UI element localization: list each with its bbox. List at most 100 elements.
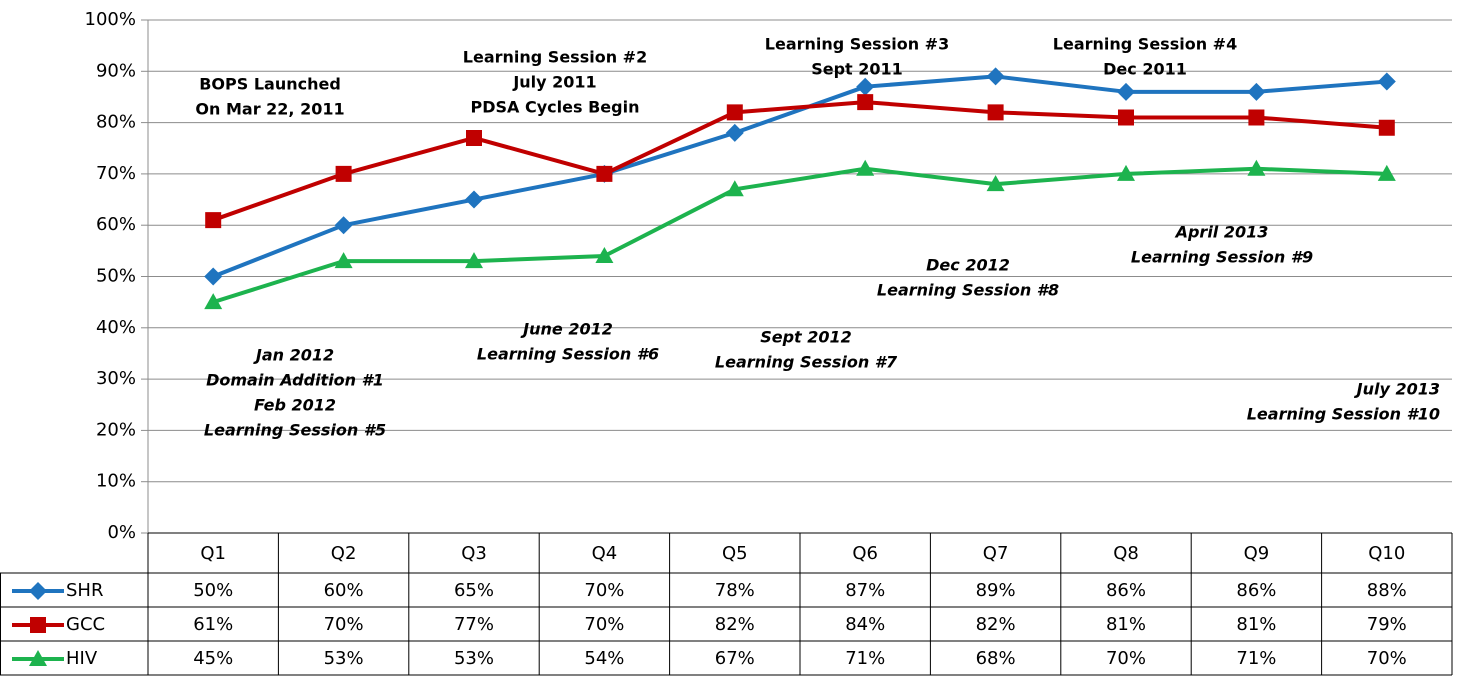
- table-cell: 78%: [715, 580, 755, 601]
- table-cell: 82%: [715, 614, 755, 635]
- x-tick-label: Q4: [592, 543, 618, 564]
- annotation: Jan 2012: [253, 346, 334, 365]
- table-cell: 60%: [324, 580, 364, 601]
- table-cell: 50%: [193, 580, 233, 601]
- table-cell: 84%: [845, 614, 885, 635]
- point-marker: [334, 252, 353, 269]
- legend-marker: [29, 582, 47, 600]
- annotation: Domain Addition #1: [206, 371, 384, 390]
- table-cell: 53%: [454, 648, 494, 669]
- table-cell: 54%: [584, 648, 624, 669]
- point-marker: [1247, 82, 1266, 101]
- point-marker: [465, 252, 483, 269]
- point-marker: [1248, 109, 1265, 126]
- table-cell: 81%: [1236, 614, 1276, 635]
- table-cell: 86%: [1106, 580, 1146, 601]
- x-tick-label: Q7: [983, 543, 1009, 564]
- annotation: Feb 2012: [254, 396, 336, 415]
- annotation: July 2011: [512, 73, 596, 92]
- point-marker: [466, 129, 482, 146]
- table-cell: 70%: [584, 614, 624, 635]
- y-tick-label: 0%: [107, 522, 136, 543]
- point-marker: [595, 246, 614, 263]
- annotation: Learning Session #6: [477, 345, 659, 364]
- table-cell: 45%: [193, 648, 233, 669]
- y-tick-label: 80%: [96, 112, 136, 133]
- point-marker: [596, 165, 613, 182]
- x-tick-label: Q10: [1368, 543, 1405, 564]
- table-cell: 81%: [1106, 614, 1146, 635]
- point-marker: [725, 180, 744, 197]
- point-marker: [205, 212, 222, 229]
- table-cell: 82%: [976, 614, 1016, 635]
- point-marker: [986, 67, 1005, 86]
- annotation: Learning Session #10: [1247, 405, 1440, 424]
- y-tick-label: 50%: [96, 266, 136, 287]
- table-cell: 70%: [1367, 648, 1407, 669]
- point-marker: [1117, 82, 1135, 101]
- x-tick-label: Q1: [200, 543, 226, 564]
- annotation: July 2013: [1354, 380, 1440, 399]
- point-marker: [334, 216, 353, 235]
- annotation: Dec 2012: [926, 256, 1010, 275]
- annotation: PDSA Cycles Begin: [471, 98, 640, 117]
- series-line: [212, 74, 1387, 279]
- table-cell: 70%: [1106, 648, 1146, 669]
- annotation: Sept 2012: [760, 328, 852, 347]
- legend-marker: [29, 650, 47, 666]
- point-marker: [857, 94, 874, 111]
- annotation: Learning Session #5: [204, 421, 386, 440]
- point-marker: [987, 104, 1004, 121]
- legend-marker: [30, 617, 46, 633]
- y-tick-label: 70%: [96, 163, 136, 184]
- x-tick-label: Q9: [1244, 543, 1270, 564]
- x-tick-label: Q2: [331, 543, 357, 564]
- table-cell: 89%: [976, 580, 1016, 601]
- x-tick-label: Q8: [1113, 543, 1139, 564]
- y-tick-label: 60%: [96, 214, 136, 235]
- point-marker: [204, 267, 223, 286]
- table-cell: 88%: [1367, 580, 1407, 601]
- legend-label: SHR: [66, 580, 103, 601]
- y-tick-label: 90%: [96, 60, 136, 81]
- point-marker: [1377, 164, 1396, 181]
- x-tick-label: Q5: [722, 543, 748, 564]
- table-cell: 61%: [193, 614, 233, 635]
- annotation: Learning Session #8: [877, 281, 1059, 300]
- y-tick-label: 30%: [96, 368, 136, 389]
- y-tick-label: 40%: [96, 317, 136, 338]
- annotation: Learning Session #3: [765, 35, 949, 54]
- series-line: [212, 100, 1387, 222]
- annotation: Dec 2011: [1103, 60, 1187, 79]
- table-cell: 70%: [324, 614, 364, 635]
- annotation: Learning Session #2: [463, 48, 647, 67]
- legend-label: GCC: [66, 614, 105, 635]
- point-marker: [1247, 159, 1266, 176]
- point-marker: [1117, 164, 1135, 181]
- y-tick-label: 20%: [96, 419, 136, 440]
- point-marker: [1377, 72, 1396, 91]
- point-marker: [1378, 119, 1395, 136]
- table-cell: 65%: [454, 580, 494, 601]
- annotation: Learning Session #9: [1131, 248, 1313, 267]
- point-marker: [465, 190, 483, 209]
- series-line: [212, 166, 1387, 305]
- point-marker: [1118, 109, 1134, 126]
- table-cell: 71%: [845, 648, 885, 669]
- point-marker: [335, 165, 352, 182]
- table-cell: 86%: [1236, 580, 1276, 601]
- table-cell: 77%: [454, 614, 494, 635]
- table-cell: 71%: [1236, 648, 1276, 669]
- annotation: Learning Session #4: [1053, 35, 1237, 54]
- point-marker: [204, 293, 223, 310]
- y-tick-label: 100%: [85, 9, 136, 30]
- table-cell: 87%: [845, 580, 885, 601]
- point-marker: [856, 159, 875, 176]
- point-marker: [726, 104, 743, 121]
- table-cell: 70%: [584, 580, 624, 601]
- y-tick-label: 10%: [96, 471, 136, 492]
- point-marker: [856, 77, 875, 96]
- table-cell: 68%: [976, 648, 1016, 669]
